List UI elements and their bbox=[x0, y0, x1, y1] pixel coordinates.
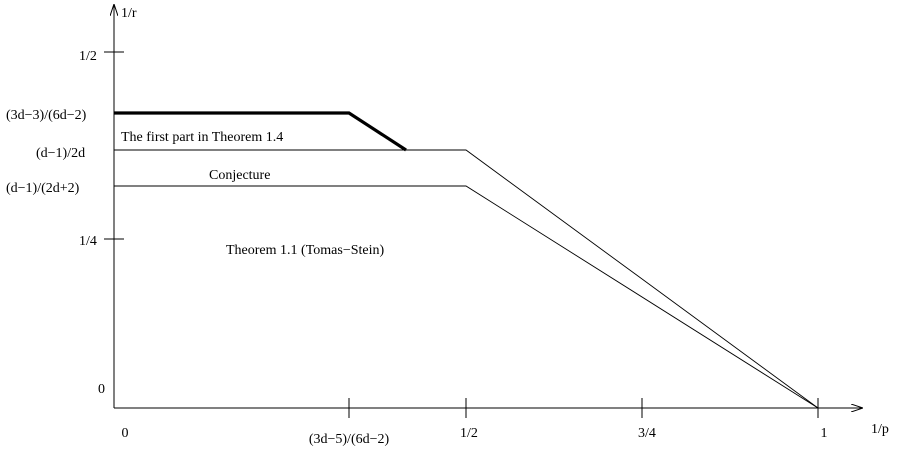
y-tick-label-first-part-level: (d−1)/2d bbox=[36, 146, 85, 161]
conjecture-annotation: Conjecture bbox=[209, 168, 270, 183]
x-tick-label-three-quarter: 3/4 bbox=[638, 426, 656, 441]
first-part-boundary bbox=[114, 149, 819, 409]
first-part-annotation: The first part in Theorem 1.4 bbox=[121, 130, 283, 145]
tomas-stein-annotation: Theorem 1.1 (Tomas−Stein) bbox=[226, 243, 384, 258]
y-tick-label-conjecture-level: (d−1)/(2d+2) bbox=[6, 181, 80, 196]
x-tick-label-mid: (3d−5)/(6d−2) bbox=[309, 432, 390, 447]
y-tick-label-quarter: 1/4 bbox=[79, 234, 97, 249]
y-tick-label-thick-level: (3d−3)/(6d−2) bbox=[6, 108, 87, 123]
x-tick-label-one: 1 bbox=[821, 426, 828, 441]
conjecture-boundary bbox=[114, 185, 819, 409]
y-tick-label-zero: 0 bbox=[98, 382, 105, 397]
theorem-boundary-bold bbox=[114, 111, 407, 152]
x-tick-label-zero: 0 bbox=[122, 426, 129, 441]
y-tick-label-half: 1/2 bbox=[79, 49, 97, 64]
x-tick-label-half: 1/2 bbox=[460, 426, 478, 441]
x-axis-label: 1/p bbox=[871, 422, 889, 437]
y-axis-label: 1/r bbox=[121, 6, 137, 21]
